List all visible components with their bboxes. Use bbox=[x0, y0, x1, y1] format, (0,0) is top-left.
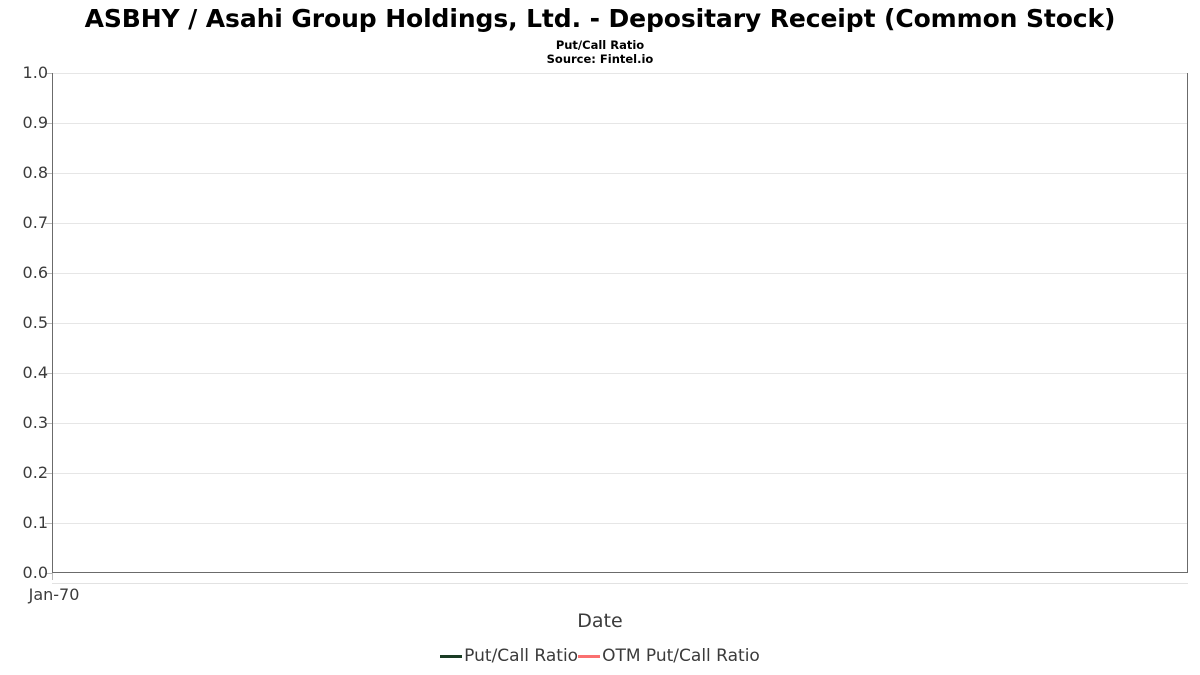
legend-line-icon bbox=[578, 654, 601, 658]
y-axis-tick-label: 0.7 bbox=[22, 213, 48, 232]
y-axis-tick-label: 0.4 bbox=[22, 363, 48, 382]
y-axis-tick-mark bbox=[45, 573, 52, 574]
chart-title: ASBHY / Asahi Group Holdings, Ltd. - Dep… bbox=[84, 4, 1116, 33]
chart-legend: Put/Call Ratio OTM Put/Call Ratio bbox=[0, 646, 1200, 666]
x-axis-tick-label: Jan-70 bbox=[28, 585, 80, 604]
legend-line-icon bbox=[440, 654, 463, 658]
y-axis-tick-mark bbox=[45, 373, 52, 374]
gridline bbox=[53, 73, 1187, 74]
y-axis-tick-mark bbox=[45, 73, 52, 74]
gridline bbox=[53, 223, 1187, 224]
y-axis-tick-mark bbox=[45, 273, 52, 274]
y-axis-tick-label: 0.3 bbox=[22, 413, 48, 432]
gridline bbox=[53, 373, 1187, 374]
y-axis-tick-label: 0.0 bbox=[22, 563, 48, 582]
chart-source: Source: Fintel.io bbox=[546, 52, 654, 66]
y-axis-tick-mark bbox=[45, 523, 52, 524]
y-axis-tick-mark bbox=[45, 173, 52, 174]
chart-subtitle: Put/Call Ratio bbox=[555, 38, 645, 52]
y-axis-tick-label: 0.2 bbox=[22, 463, 48, 482]
legend-item-label: Put/Call Ratio bbox=[464, 646, 579, 666]
gridline bbox=[53, 273, 1187, 274]
y-axis-tick-mark bbox=[45, 123, 52, 124]
y-axis-tick-mark bbox=[45, 323, 52, 324]
gridline bbox=[53, 473, 1187, 474]
gridline bbox=[53, 523, 1187, 524]
y-axis-tick-label: 0.6 bbox=[22, 263, 48, 282]
x-axis-title: Date bbox=[577, 610, 623, 632]
gridline bbox=[53, 323, 1187, 324]
legend-item-label: OTM Put/Call Ratio bbox=[602, 646, 760, 666]
plot-area bbox=[52, 73, 1188, 573]
y-axis-tick-label: 1.0 bbox=[22, 63, 48, 82]
y-axis-tick-mark bbox=[45, 423, 52, 424]
y-axis-tick-label: 0.1 bbox=[22, 513, 48, 532]
gridline bbox=[53, 173, 1187, 174]
y-axis-tick-mark bbox=[45, 473, 52, 474]
y-axis-tick-label: 0.8 bbox=[22, 163, 48, 182]
gridline bbox=[53, 423, 1187, 424]
y-axis-tick-label: 0.9 bbox=[22, 113, 48, 132]
series-layer bbox=[53, 74, 1187, 572]
legend-item[interactable]: OTM Put/Call Ratio bbox=[578, 646, 760, 666]
legend-item[interactable]: Put/Call Ratio bbox=[440, 646, 578, 666]
y-axis-tick-mark bbox=[45, 223, 52, 224]
axis-underline bbox=[52, 583, 1188, 584]
gridline bbox=[53, 123, 1187, 124]
y-axis-tick-label: 0.5 bbox=[22, 313, 48, 332]
x-axis-tick-mark bbox=[52, 573, 53, 580]
